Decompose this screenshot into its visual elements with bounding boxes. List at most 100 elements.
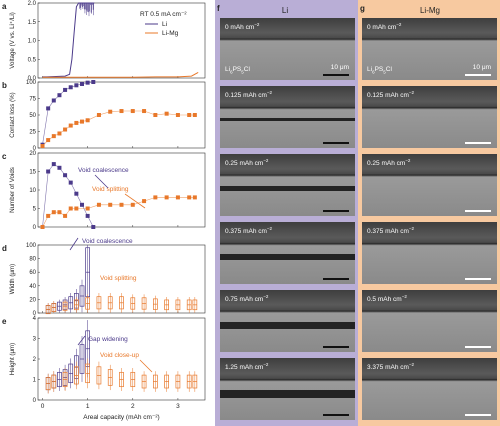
sem-capacity-unit-sup: −2: [409, 362, 414, 367]
li-sem-image-0: 0 mAh cm−2 Li6PS5Cl 10 μm: [220, 18, 355, 80]
data-point-Li: [46, 106, 50, 110]
limg-sem-image-0: 0 mAh cm−2 Li6PS5Cl 10 μm: [362, 18, 497, 80]
limg-sem-image-4: 0.5 mAh cm−2: [362, 290, 497, 352]
sem-capacity-unit-sup: −2: [405, 158, 410, 163]
sem-capacity-unit-sup: −2: [409, 226, 414, 231]
sem-capacity-label: 0.125 mAh cm−2: [367, 90, 414, 99]
li-sem-image-3: 0.375 mAh cm−2: [220, 222, 355, 284]
panel-label-b: b: [2, 81, 7, 90]
li-sem-image-2: 0.25 mAh cm−2: [220, 154, 355, 216]
scale-bar: [323, 414, 349, 416]
data-point-Li-Mg: [120, 203, 124, 207]
data-point-Li-Mg: [69, 207, 73, 211]
data-point-Li: [86, 214, 90, 218]
data-point-Li-Mg: [187, 195, 191, 199]
scale-bar-label: 10 μm: [331, 64, 349, 71]
electrolyte-text: PS: [375, 66, 384, 73]
x-axis-label: Areal capacity (mAh cm⁻²): [83, 414, 159, 421]
y-axis-label-e: Height (μm): [9, 343, 16, 375]
void-band: [220, 118, 355, 121]
y-axis-label-d: Width (μm): [9, 264, 16, 294]
data-point-Li-Mg: [120, 109, 124, 113]
data-point-Li-Mg: [153, 113, 157, 117]
sem-capacity-unit-sup: −2: [254, 22, 259, 27]
scale-bar: [465, 414, 491, 416]
y-axis-label-a: Voltage (V vs. Li⁺/Li): [9, 12, 16, 69]
limg-sem-image-3: 0.375 mAh cm−2: [362, 222, 497, 284]
sem-capacity-label: 1.25 mAh cm−2: [225, 362, 268, 371]
data-point-Li: [91, 80, 95, 84]
data-point-Li-Mg: [193, 195, 197, 199]
limg-sem-image-5: 3.375 mAh cm−2: [362, 358, 497, 420]
panel-label-g: g: [360, 4, 365, 13]
data-point-Li-Mg: [86, 118, 90, 122]
data-point-Li: [80, 203, 84, 207]
sem-capacity-label: 3.375 mAh cm−2: [367, 362, 414, 371]
sem-capacity-unit-sup: −2: [267, 90, 272, 95]
limg-column-title: Li-Mg: [370, 6, 490, 15]
data-point-Li-Mg: [131, 203, 135, 207]
annotation-arrow-e-li: [78, 336, 85, 345]
data-point-Li: [52, 98, 56, 102]
scale-bar: [323, 210, 349, 212]
electrolyte-label: Li6PS5Cl: [225, 66, 250, 74]
data-point-Li: [63, 173, 67, 177]
x-tick-label: 1: [86, 403, 90, 410]
sem-capacity-unit-sup: −2: [263, 158, 268, 163]
electrolyte-text: Cl: [386, 66, 392, 73]
y-tick-label: 1.0: [28, 39, 37, 45]
data-point-Li-Mg: [108, 203, 112, 207]
y-tick-label: 25: [29, 130, 36, 136]
y-tick-label: 75: [29, 97, 36, 103]
legend-label-li: Li: [162, 21, 167, 28]
y-tick-label: 0.5: [28, 57, 37, 63]
y-tick-label: 20: [29, 151, 36, 157]
data-point-Li-Mg: [41, 144, 45, 148]
data-point-Li-Mg: [97, 113, 101, 117]
sem-capacity-label: 0.25 mAh cm−2: [367, 158, 410, 167]
y-tick-label: 100: [26, 243, 37, 249]
series-line-Li: [43, 3, 95, 77]
data-point-Li-Mg: [80, 120, 84, 124]
y-tick-label: 0: [33, 225, 37, 231]
data-point-Li-Mg: [176, 195, 180, 199]
data-point-Li: [52, 162, 56, 166]
data-point-Li-Mg: [131, 109, 135, 113]
li-sem-image-1: 0.125 mAh cm−2: [220, 86, 355, 148]
scale-bar: [323, 142, 349, 144]
y-tick-label: 4: [33, 316, 37, 322]
sem-capacity-unit-sup: −2: [396, 22, 401, 27]
sem-capacity-unit-sup: −2: [263, 362, 268, 367]
sem-capacity-unit-sup: −2: [263, 294, 268, 299]
series-line-Li-Mg: [43, 197, 195, 227]
sem-capacity-label: 0.5 mAh cm−2: [367, 294, 407, 303]
sem-capacity-label: 0.75 mAh cm−2: [225, 294, 268, 303]
y-axis-label-c: Number of Voids: [9, 167, 16, 213]
scale-bar: [465, 74, 491, 76]
annotation-arrow-d-li: [70, 238, 78, 250]
scale-bar: [323, 74, 349, 76]
sem-capacity-label: 0.375 mAh cm−2: [367, 226, 414, 235]
data-point-Li: [86, 81, 90, 85]
y-tick-label: 10: [29, 188, 36, 194]
li-sem-image-4: 0.75 mAh cm−2: [220, 290, 355, 352]
data-point-Li-Mg: [63, 214, 67, 218]
y-tick-label: 80: [29, 257, 36, 263]
limg-sem-image-1: 0.125 mAh cm−2: [362, 86, 497, 148]
x-tick-label: 3: [176, 403, 180, 410]
y-tick-label: 20: [29, 297, 36, 303]
void-band: [220, 390, 355, 398]
y-tick-label: 1.5: [28, 20, 37, 26]
scale-bar-label: 10 μm: [473, 64, 491, 71]
li-sem-image-5: 1.25 mAh cm−2: [220, 358, 355, 420]
data-point-Li-Mg: [86, 207, 90, 211]
annotation-d-limg: Void splitting: [100, 275, 137, 282]
y-tick-label: 1: [33, 378, 37, 384]
data-point-Li-Mg: [41, 225, 45, 229]
y-tick-label: 0: [33, 398, 37, 404]
void-band: [220, 186, 355, 190]
data-point-Li-Mg: [153, 195, 157, 199]
x-tick-label: 0: [41, 403, 45, 410]
data-point-Li: [74, 83, 78, 87]
data-point-Li: [63, 88, 67, 92]
